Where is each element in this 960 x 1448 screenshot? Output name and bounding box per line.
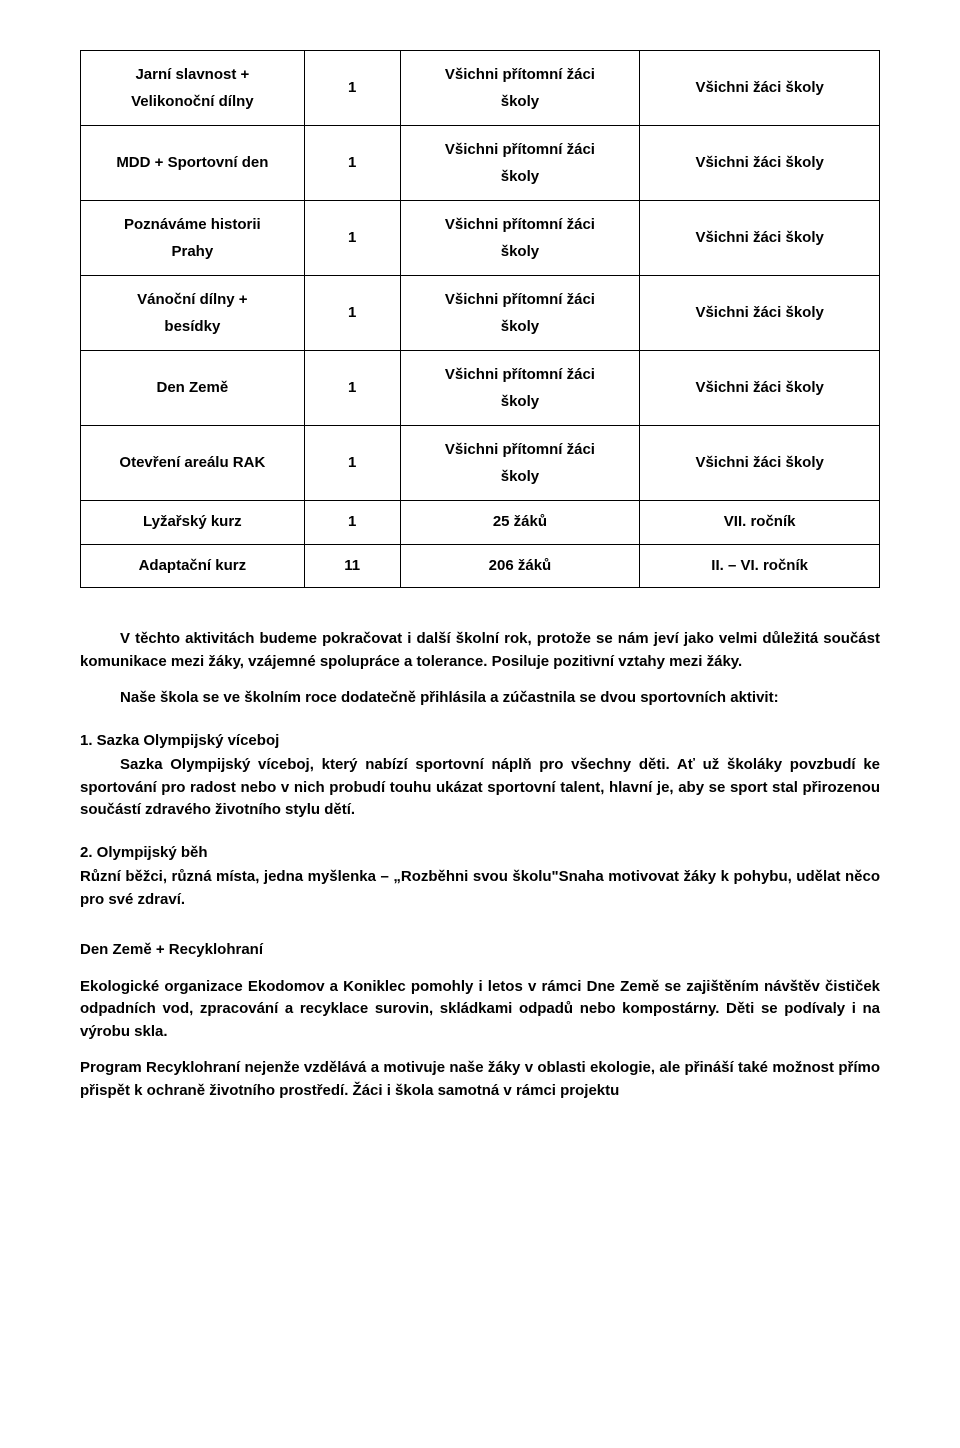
table-row: Otevření areálu RAK1Všichni přítomní žác… [81,426,880,501]
section-3-p2: Program Recyklohraní nejenže vzdělává a … [80,1057,880,1102]
table-cell: Všichni žáci školy [640,51,880,126]
table-cell: Otevření areálu RAK [81,426,305,501]
table-row: Poznáváme historiiPrahy1Všichni přítomní… [81,201,880,276]
table-cell: 11 [304,544,400,588]
table-cell: Všichni přítomní žáciškoly [400,426,640,501]
table-cell: 1 [304,51,400,126]
table-cell: MDD + Sportovní den [81,126,305,201]
table-cell: 1 [304,276,400,351]
table-cell: Všichni přítomní žáciškoly [400,201,640,276]
section-2-body: Různí běžci, různá místa, jedna myšlenka… [80,866,880,911]
table-cell: Den Země [81,351,305,426]
table-cell: 1 [304,201,400,276]
table-cell: 1 [304,426,400,501]
table-cell: Všichni žáci školy [640,126,880,201]
table-cell: Vánoční dílny +besídky [81,276,305,351]
table-cell: Všichni přítomní žáciškoly [400,276,640,351]
table-cell: 1 [304,126,400,201]
activities-table: Jarní slavnost +Velikonoční dílny1Všichn… [80,50,880,588]
table-cell: Všichni přítomní žáciškoly [400,126,640,201]
table-row: Jarní slavnost +Velikonoční dílny1Všichn… [81,51,880,126]
table-row: Den Země1Všichni přítomní žáciškolyVšich… [81,351,880,426]
section-1-body: Sazka Olympijský víceboj, který nabízí s… [80,754,880,822]
table-cell: Poznáváme historiiPrahy [81,201,305,276]
table-cell: 25 žáků [400,501,640,545]
section-1-body-text: Sazka Olympijský víceboj, který nabízí s… [80,756,880,818]
table-cell: Lyžařský kurz [81,501,305,545]
table-row: Adaptační kurz11206 žákůII. – VI. ročník [81,544,880,588]
section-1-head: 1. Sazka Olympijský víceboj [80,730,880,753]
table-row: Lyžařský kurz125 žákůVII. ročník [81,501,880,545]
table-cell: II. – VI. ročník [640,544,880,588]
table-cell: 1 [304,351,400,426]
table-cell: 206 žáků [400,544,640,588]
table-row: MDD + Sportovní den1Všichni přítomní žác… [81,126,880,201]
table-cell: Všichni přítomní žáciškoly [400,51,640,126]
table-cell: Všichni žáci školy [640,351,880,426]
section-2-head: 2. Olympijský běh [80,842,880,865]
table-cell: Všichni žáci školy [640,201,880,276]
paragraph-intro-1: V těchto aktivitách budeme pokračovat i … [80,628,880,673]
section-3-p1: Ekologické organizace Ekodomov a Konikle… [80,976,880,1044]
paragraph-intro-2: Naše škola se ve školním roce dodatečně … [80,687,880,710]
table-cell: Všichni žáci školy [640,276,880,351]
table-cell: Všichni žáci školy [640,426,880,501]
table-cell: Všichni přítomní žáciškoly [400,351,640,426]
table-cell: VII. ročník [640,501,880,545]
table-cell: 1 [304,501,400,545]
table-cell: Adaptační kurz [81,544,305,588]
table-row: Vánoční dílny +besídky1Všichni přítomní … [81,276,880,351]
table-cell: Jarní slavnost +Velikonoční dílny [81,51,305,126]
section-3-head: Den Země + Recyklohraní [80,939,880,962]
